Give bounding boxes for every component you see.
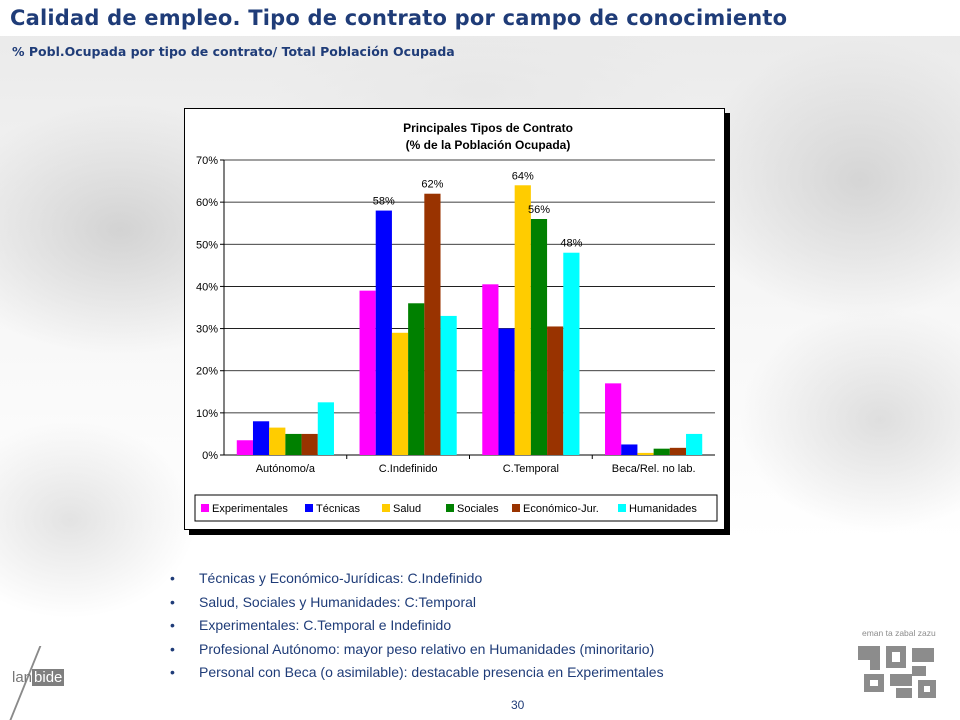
bar-experimentales	[359, 290, 376, 455]
logo-lan: lan	[12, 669, 33, 686]
bar-salud	[391, 332, 409, 455]
bar-t-cnicas	[375, 210, 392, 455]
bar-econ-mico-jur-	[424, 193, 441, 455]
data-label: 58%	[373, 196, 395, 208]
legend-swatch	[512, 504, 520, 512]
bar-experimentales	[236, 440, 253, 455]
bullet-item: Técnicas y Económico-Jurídicas: C.Indefi…	[170, 570, 870, 594]
plot-area	[224, 160, 715, 455]
bullet-item: Salud, Sociales y Humanidades: C:Tempora…	[170, 594, 870, 618]
bullet-item: Experimentales: C.Temporal e Indefinido	[170, 617, 870, 641]
bar-sociales	[408, 303, 425, 455]
data-label: 64%	[512, 170, 534, 182]
bar-sociales	[530, 219, 548, 455]
lanbide-logo-panel	[0, 643, 136, 720]
y-tick-label: 50%	[196, 239, 218, 251]
x-tick-label: C.Indefinido	[379, 463, 438, 475]
bar-humanidades	[686, 433, 703, 455]
bar-econ-mico-jur-	[547, 326, 564, 455]
bar-t-cnicas	[252, 421, 270, 455]
page-number: 30	[511, 698, 525, 712]
header-band	[0, 0, 960, 36]
legend-label: Sociales	[457, 503, 499, 515]
bar-econ-mico-jur-	[669, 447, 687, 455]
page-title: Calidad de empleo. Tipo de contrato por …	[10, 6, 788, 30]
bar-t-cnicas	[498, 328, 515, 455]
chart-subtitle: (% de la Población Ocupada)	[406, 138, 571, 152]
y-tick-label: 10%	[196, 408, 218, 420]
chart-title: Principales Tipos de Contrato	[403, 121, 573, 135]
y-tick-label: 0%	[202, 450, 218, 462]
bullet-item: Personal con Beca (o asimilable): destac…	[170, 664, 870, 688]
bullet-item: Profesional Autónomo: mayor peso relativ…	[170, 641, 870, 665]
legend-label: Humanidades	[629, 503, 697, 515]
bar-experimentales	[482, 284, 499, 455]
bar-salud	[514, 185, 531, 455]
legend-label: Salud	[393, 503, 421, 515]
legend-swatch	[305, 504, 313, 512]
data-label: 62%	[421, 179, 443, 191]
bar-humanidades	[440, 315, 457, 455]
legend-swatch	[201, 504, 209, 512]
bar-sociales	[285, 433, 302, 455]
legend-box	[194, 494, 718, 522]
bar-sociales	[653, 448, 670, 455]
bar-t-cnicas	[621, 444, 638, 455]
data-label: 56%	[528, 204, 550, 216]
x-tick-label: Beca/Rel. no lab.	[612, 463, 696, 475]
legend-swatch	[382, 504, 390, 512]
legend-label: Experimentales	[212, 503, 288, 515]
bar-salud	[269, 427, 286, 455]
data-label: 48%	[560, 238, 582, 250]
y-tick-label: 40%	[196, 281, 218, 293]
gov-motto: eman ta zabal zazu	[862, 628, 936, 638]
bar-humanidades	[563, 252, 580, 455]
y-tick-label: 60%	[196, 197, 218, 209]
legend-swatch	[618, 504, 626, 512]
legend-swatch	[446, 504, 454, 512]
university-emblem-icon	[858, 646, 936, 698]
page-subtitle: % Pobl.Ocupada por tipo de contrato/ Tot…	[12, 44, 455, 59]
bar-salud	[637, 452, 654, 455]
logo-bide: bide	[32, 669, 65, 686]
x-tick-label: C.Temporal	[503, 463, 559, 475]
lanbide-logo: lan bide	[12, 669, 65, 686]
bullet-list: Técnicas y Económico-Jurídicas: C.Indefi…	[170, 570, 870, 688]
legend-label: Económico-Jur.	[523, 503, 599, 515]
bar-experimentales	[605, 383, 622, 455]
bar-econ-mico-jur-	[301, 433, 318, 455]
legend-label: Técnicas	[316, 503, 361, 515]
y-tick-label: 20%	[196, 366, 218, 378]
y-tick-label: 70%	[196, 155, 218, 167]
bar-chart: Principales Tipos de Contrato (% de la Po…	[194, 121, 718, 522]
x-tick-label: Autónomo/a	[256, 463, 316, 475]
y-tick-label: 30%	[196, 324, 218, 336]
bar-humanidades	[317, 402, 334, 455]
chart-panel: Principales Tipos de Contrato (% de la Po…	[184, 108, 725, 530]
